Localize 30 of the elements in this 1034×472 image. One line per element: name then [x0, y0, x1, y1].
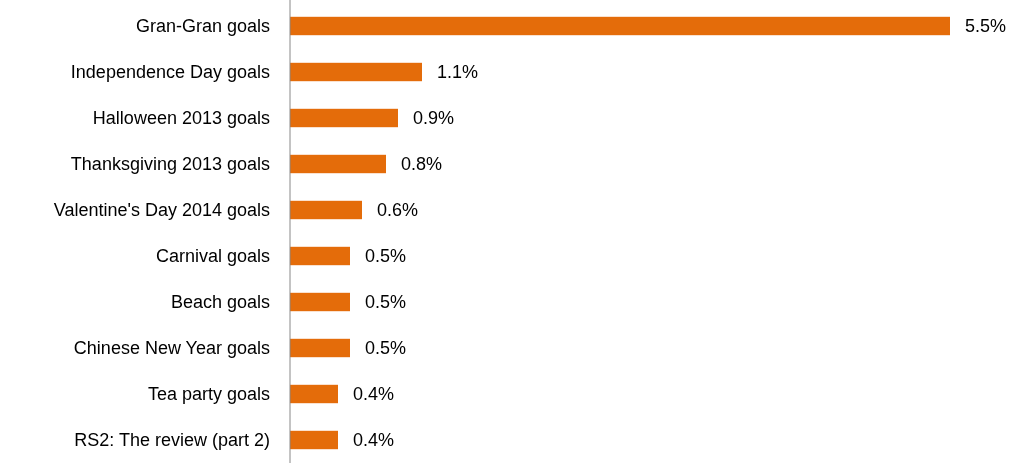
bar: [290, 200, 362, 220]
bar: [290, 154, 386, 174]
bar: [290, 16, 950, 36]
bar: [290, 384, 338, 404]
data-label: 0.5%: [365, 246, 407, 266]
data-label: 0.4%: [353, 384, 395, 404]
data-label: 0.8%: [401, 154, 443, 174]
bar: [290, 246, 350, 266]
y-tick-label: Chinese New Year goals: [73, 338, 270, 358]
bar: [290, 430, 338, 450]
bar: [290, 62, 422, 82]
y-tick-label: Halloween 2013 goals: [92, 108, 270, 128]
y-tick-label: Beach goals: [170, 292, 270, 312]
bar: [290, 292, 350, 312]
data-label: 0.5%: [365, 338, 407, 358]
data-label: 5.5%: [965, 16, 1007, 36]
data-label: 0.5%: [365, 292, 407, 312]
y-tick-label: Valentine's Day 2014 goals: [53, 200, 270, 220]
y-tick-label: Gran-Gran goals: [135, 16, 270, 36]
bar: [290, 338, 350, 358]
bar: [290, 108, 398, 128]
y-tick-label: RS2: The review (part 2): [74, 430, 270, 450]
y-tick-label: Carnival goals: [155, 246, 270, 266]
data-label: 0.9%: [413, 108, 455, 128]
data-label: 0.6%: [377, 200, 419, 220]
data-label: 1.1%: [437, 62, 479, 82]
y-tick-label: Independence Day goals: [70, 62, 270, 82]
y-tick-label: Thanksgiving 2013 goals: [70, 154, 270, 174]
data-label: 0.4%: [353, 430, 395, 450]
y-tick-label: Tea party goals: [147, 384, 270, 404]
